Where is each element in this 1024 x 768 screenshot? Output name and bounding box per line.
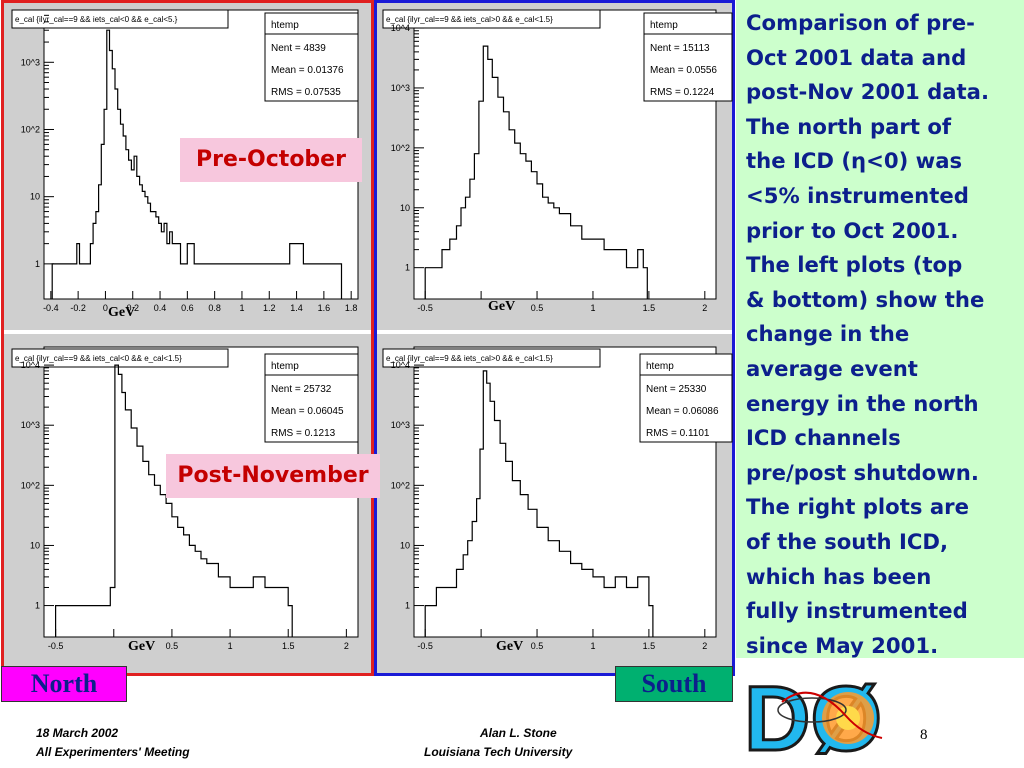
south-post-xtick-label: 2 [702, 641, 707, 651]
south-pre-xtick-label: 1.5 [643, 303, 656, 313]
south-post-stats-name: htemp [646, 361, 674, 372]
north-post-xtick-label: -0.5 [48, 641, 64, 651]
south-post-xtick-label: -0.5 [417, 641, 433, 651]
south-post-ytick-label: 10^3 [391, 420, 410, 430]
south-post-xtick-label: 1 [590, 641, 595, 651]
north-post-xtick-label: 1.5 [282, 641, 295, 651]
south-pre-xtick-label: 2 [702, 303, 707, 313]
south-label: South [615, 666, 733, 702]
north-post-title: e_cal {ilyr_cal==9 && iets_cal<0 && e_ca… [15, 354, 182, 363]
south-pre-stats-name: htemp [650, 20, 678, 31]
south-post-ytick-label: 1 [405, 601, 410, 611]
north-pre-xtick-label: 0.2 [126, 303, 139, 313]
north-pre-xtick-label: 0.8 [208, 303, 221, 313]
north-pre-ytick-label: 10^3 [21, 57, 40, 67]
south-pre-xtick-label: 0.5 [531, 303, 544, 313]
north-post-xtick-label: 0.5 [166, 641, 179, 651]
annotation-box: Comparison of pre- Oct 2001 data and pos… [736, 0, 1024, 658]
north-pre-xtick-label: -0.4 [43, 303, 59, 313]
south-post-title-box [382, 348, 601, 368]
north-post-stats-box [264, 353, 359, 443]
north-pre-xtick-label: 0.6 [181, 303, 194, 313]
south-post-stats-rms: RMS = 0.1101 [646, 428, 710, 439]
south-post-x-axis-label: GeV [496, 639, 523, 654]
north-post-ytick-label: 10 [30, 540, 40, 550]
south-pre-title: e_cal {ilyr_cal==9 && iets_cal>0 && e_ca… [386, 15, 553, 24]
north-post-x-axis-label: GeV [128, 639, 155, 654]
north-post-stats-name: htemp [271, 361, 299, 372]
north-pre-histogram-series [51, 29, 343, 299]
pre-october-label: Pre-October [180, 138, 362, 182]
north-post-xtick-label: 1 [228, 641, 233, 651]
south-post-stats-mean: Mean = 0.06086 [646, 406, 719, 417]
north-pre-ytick-label: 10 [30, 192, 40, 202]
north-post-stats-rms: RMS = 0.1213 [271, 428, 336, 439]
north-post-ytick-label: 10^2 [21, 480, 40, 490]
page-number: 8 [920, 727, 928, 743]
north-pre-stats-name: htemp [271, 20, 299, 31]
south-pre-stats-box [643, 12, 733, 102]
south-pre-stats-entries: Nent = 15113 [650, 43, 710, 54]
south-pre-histogram-series [424, 45, 648, 299]
north-frame [1, 0, 374, 676]
footer-date: 18 March 2002 [36, 726, 119, 740]
north-pre-stats-mean: Mean = 0.01376 [271, 65, 344, 76]
north-pre-ytick-label: 1 [35, 259, 40, 269]
north-post-xtick-label: 2 [344, 641, 349, 651]
post-november-label: Post-November [166, 454, 380, 498]
north-pre-stats-rms: RMS = 0.07535 [271, 87, 341, 98]
north-pre-title: e_cal {ilyr_cal==9 && iets_cal<0 && e_ca… [15, 15, 178, 24]
south-post-ytick-label: 10^4 [391, 360, 410, 370]
south-pre-xtick-label: 1 [590, 303, 595, 313]
north-pre-xtick-label: 1.4 [290, 303, 303, 313]
north-pre-stats-box [264, 12, 359, 102]
south-post-ytick-label: 10 [400, 540, 410, 550]
south-post-histogram-series [424, 370, 654, 637]
south-post-stats-box [639, 353, 733, 443]
south-post-xtick-label: 1.5 [643, 641, 656, 651]
north-pre-xtick-label: 1 [239, 303, 244, 313]
south-pre-xtick-label: -0.5 [417, 303, 433, 313]
logo-text: DØ [744, 668, 882, 764]
south-frame [374, 0, 735, 676]
south-pre-ytick-label: 10^2 [391, 143, 410, 153]
north-pre-xtick-label: 1.6 [318, 303, 331, 313]
north-post-ytick-label: 10^3 [21, 420, 40, 430]
south-pre-ytick-label: 10^3 [391, 83, 410, 93]
north-pre-x-axis-label: GeV [108, 305, 135, 320]
south-post-stats-entries: Nent = 25330 [646, 384, 707, 395]
north-post-stats-mean: Mean = 0.06045 [271, 406, 344, 417]
south-post-ytick-label: 10^2 [391, 480, 410, 490]
north-pre-stats-entries: Nent = 4839 [271, 43, 326, 54]
north-pre-title-box [11, 9, 229, 29]
north-post-title-box [11, 348, 229, 368]
south-pre-stats-rms: RMS = 0.1224 [650, 87, 715, 98]
d0-logo: DØ [743, 668, 884, 764]
north-pre-xtick-label: 1.8 [345, 303, 358, 313]
south-pre-ytick-label: 10^4 [391, 23, 410, 33]
south-pre-ytick-label: 1 [405, 263, 410, 273]
south-pre-x-axis-label: GeV [488, 299, 515, 314]
histogram-canvas: e_cal {ilyr_cal==9 && iets_cal<0 && e_ca… [11, 9, 733, 654]
north-label: North [1, 666, 127, 702]
footer-meeting: All Experimenters' Meeting [36, 745, 190, 759]
south-pre-title-box [382, 9, 601, 29]
north-pre-xtick-label: 1.2 [263, 303, 276, 313]
south-post-xtick-label: 0.5 [531, 641, 544, 651]
north-pre-xtick-label: 0.4 [154, 303, 167, 313]
footer-author: Alan L. Stone [480, 726, 557, 740]
north-post-stats-entries: Nent = 25732 [271, 384, 332, 395]
annotation-text: Comparison of pre- Oct 2001 data and pos… [746, 10, 990, 658]
north-pre-xtick-label: 0 [103, 303, 108, 313]
footer-institution: Louisiana Tech University [424, 745, 573, 759]
north-pre-ytick-label: 10^2 [21, 124, 40, 134]
north-post-ytick-label: 10^4 [21, 360, 40, 370]
north-pre-xtick-label: -0.2 [70, 303, 86, 313]
south-pre-ytick-label: 10 [400, 203, 410, 213]
south-post-title: e_cal {ilyr_cal==9 && iets_cal>0 && e_ca… [386, 354, 553, 363]
north-post-ytick-label: 1 [35, 601, 40, 611]
south-pre-stats-mean: Mean = 0.0556 [650, 65, 717, 76]
